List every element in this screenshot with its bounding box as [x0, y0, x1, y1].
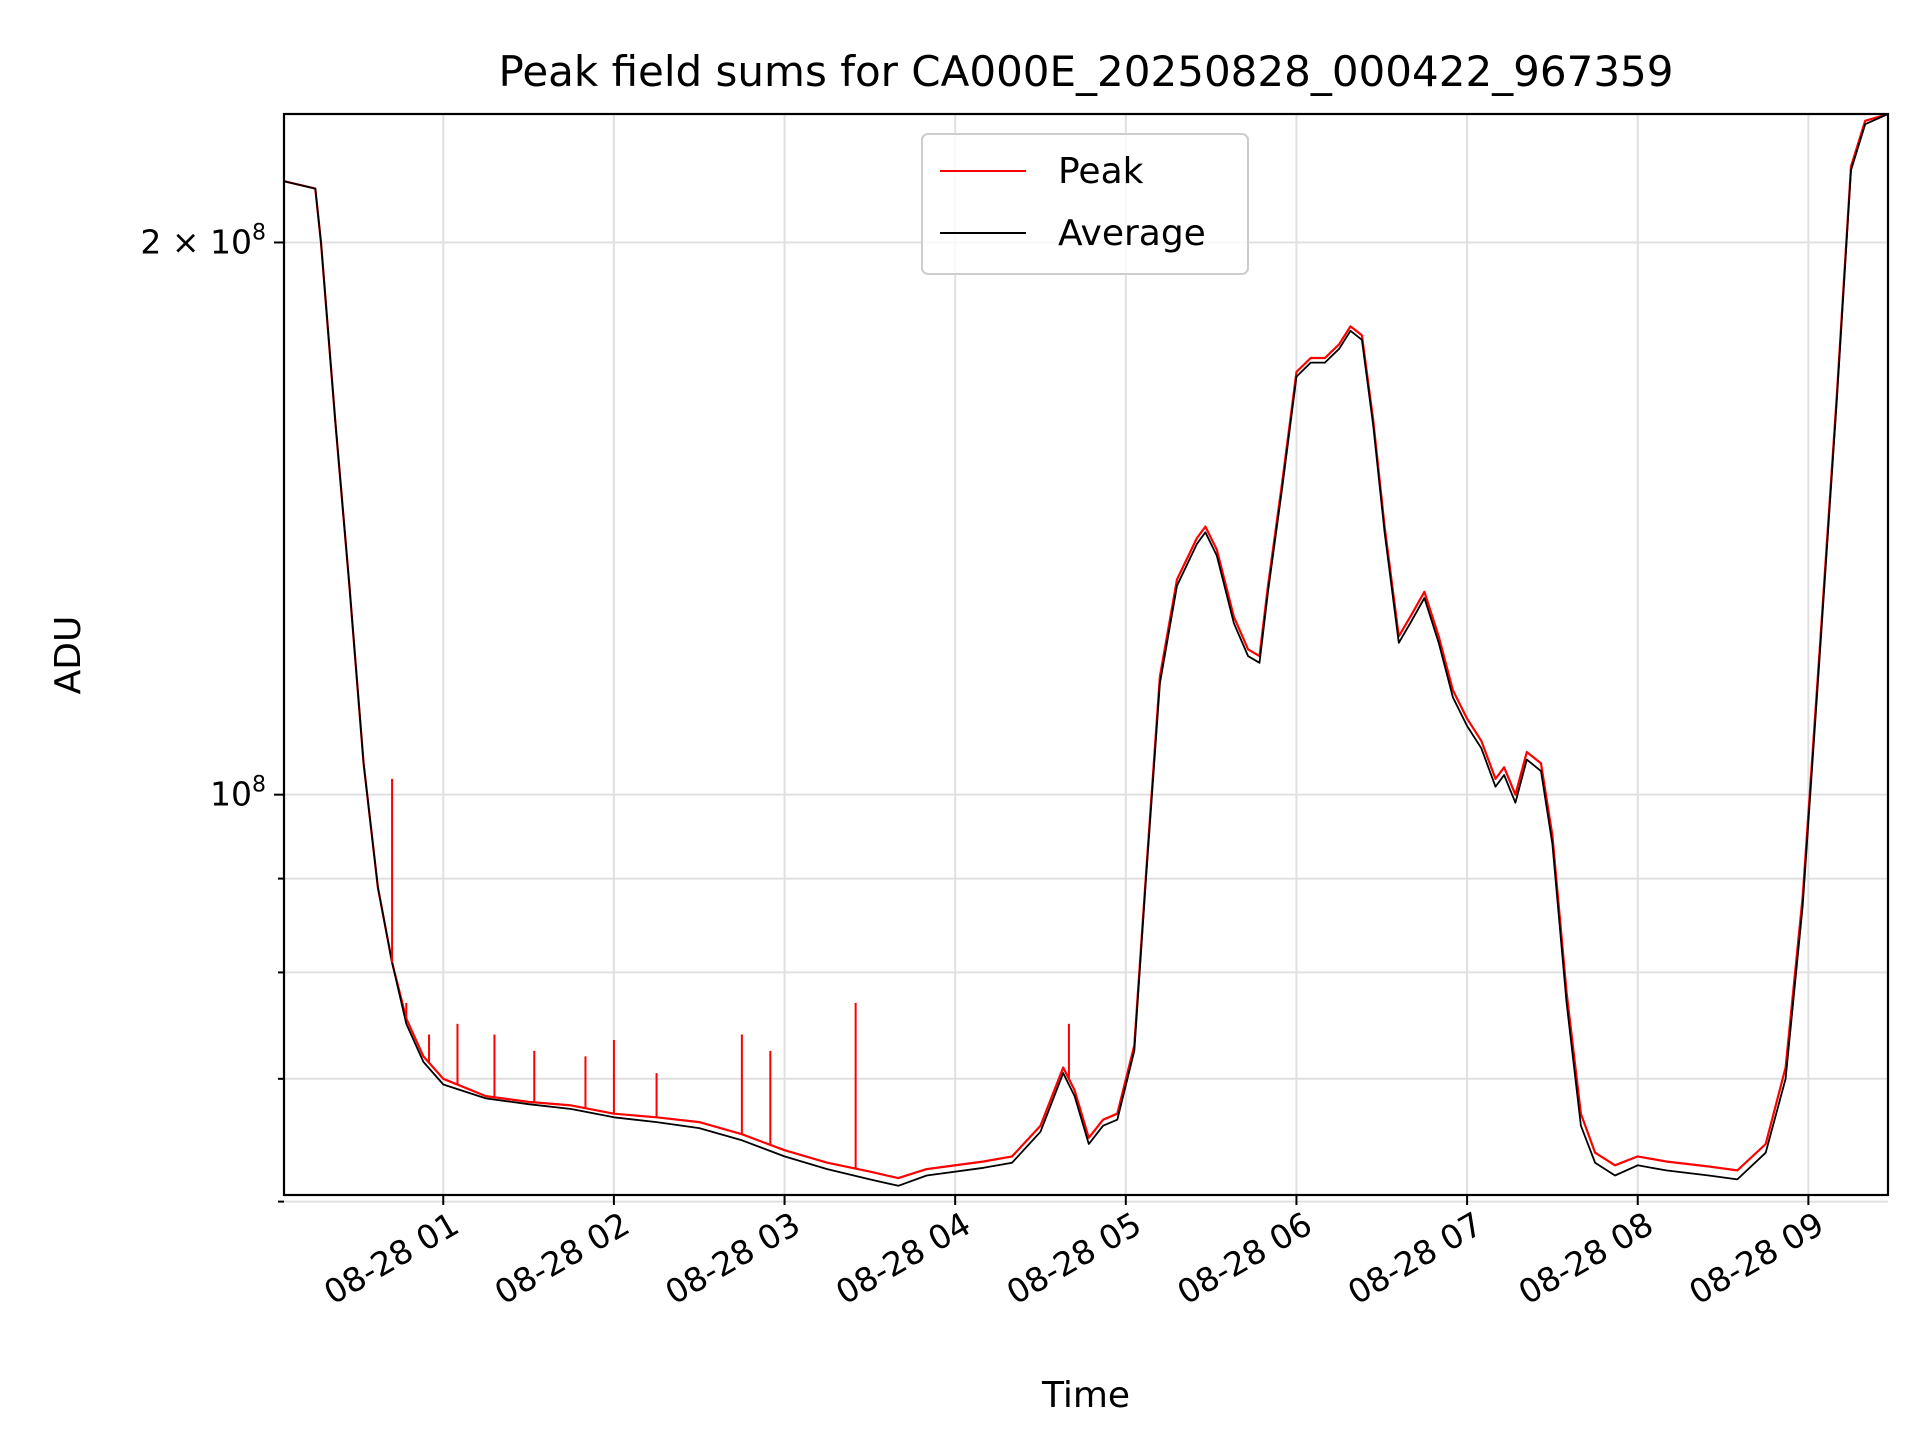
legend-label-average: Average [1058, 213, 1206, 254]
y-tick-label: 2 × 108 [140, 220, 266, 261]
series-line-peak [283, 112, 1889, 1180]
x-axis-label: Time [1041, 1375, 1130, 1416]
series-lines [283, 112, 1889, 1187]
grid-lines [284, 114, 1888, 1203]
plot-frame [282, 112, 1890, 1197]
y-tick-label: 108 [210, 773, 266, 814]
y-tick-label-exponent: 8 [252, 220, 266, 245]
legend-box [921, 133, 1249, 275]
y-tick-label-exponent: 8 [252, 773, 266, 798]
y-axis-label: ADU [48, 616, 89, 695]
y-tick-label-base: 2 × 10 [140, 222, 252, 261]
legend: Peak Average [921, 133, 1249, 275]
chart-title: Peak field sums for CA000E_20250828_0004… [499, 47, 1674, 96]
legend-label-peak: Peak [1058, 151, 1144, 192]
series-line-average [283, 113, 1889, 1187]
y-tick-label-base: 10 [210, 775, 252, 814]
